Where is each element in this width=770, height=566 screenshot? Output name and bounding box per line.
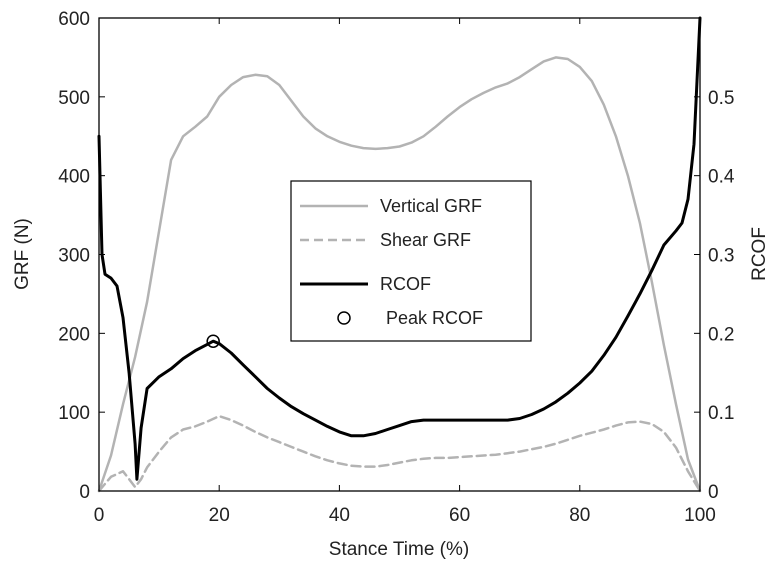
- y-tick-label-left: 600: [58, 9, 90, 30]
- x-tick-label: 40: [329, 505, 350, 526]
- x-axis-label: Stance Time (%): [329, 539, 469, 560]
- x-tick-label: 100: [684, 505, 716, 526]
- series-line-rcof: [97, 16, 702, 481]
- legend-box: [290, 180, 532, 342]
- data-point-peak-rcof: [206, 334, 220, 348]
- y-tick-label-left: 500: [58, 88, 90, 109]
- x-tick-label: 20: [209, 505, 230, 526]
- series-layer: [97, 16, 702, 493]
- series-line-vertical-grf: [97, 56, 702, 493]
- y-tick-label-right: 0.1: [708, 403, 734, 424]
- x-tick-label: 80: [569, 505, 590, 526]
- legend-swatch-peak-rcof: [337, 311, 351, 325]
- y-tick-label-right: 0.5: [708, 88, 734, 109]
- y-tick-label-left: 400: [58, 167, 90, 188]
- legend-label-vertical-grf: Vertical GRF: [380, 196, 482, 216]
- legend-label-rcof: RCOF: [380, 274, 431, 294]
- x-tick-label: 0: [94, 505, 105, 526]
- y-tick-label-right: 0.3: [708, 246, 734, 267]
- legend-label-shear-grf: Shear GRF: [380, 230, 471, 250]
- y-tick-label-left: 200: [58, 324, 90, 345]
- y-tick-label-left: 0: [79, 482, 90, 503]
- x-tick-label: 60: [449, 505, 470, 526]
- y-tick-label-right: 0.2: [708, 324, 734, 345]
- y-axis-label-left: GRF (N): [12, 218, 33, 290]
- y-tick-label-left: 100: [58, 403, 90, 424]
- legend: Vertical GRF Shear GRF RCOF Peak RCOF: [290, 180, 532, 342]
- y-axis-label-right: RCOF: [749, 227, 770, 281]
- y-tick-label-right: 0: [708, 482, 719, 503]
- y-tick-label-left: 300: [58, 246, 90, 267]
- legend-label-peak-rcof: Peak RCOF: [386, 308, 483, 328]
- series-line-shear-grf: [97, 414, 702, 493]
- y-tick-label-right: 0.4: [708, 167, 735, 188]
- tick-layer: 0 20 40 60 80 100010020030040050060000.10.20.…: [58, 9, 735, 526]
